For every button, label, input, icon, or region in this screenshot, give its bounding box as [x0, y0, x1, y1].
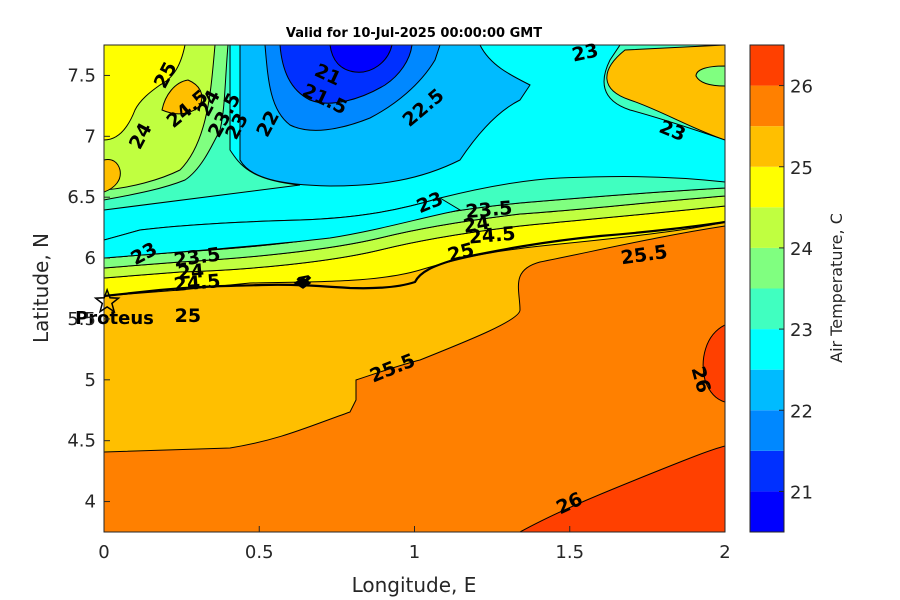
contour-label: 23	[570, 40, 600, 67]
band-24.5-25-nw	[104, 45, 186, 141]
x-tick-label: 0	[98, 542, 109, 563]
colorbar-swatch	[750, 207, 784, 248]
band-23.5-24-e	[695, 65, 725, 87]
y-tick-label: 7	[85, 126, 96, 147]
site-marker: Proteus	[75, 287, 154, 329]
colorbar-frame	[749, 44, 785, 533]
band-25-25.5-nw	[161, 79, 203, 115]
colorbar-swatch	[750, 369, 784, 411]
y-axis: 4 4.5 5 5.5 6 6.5 7 7.5	[67, 65, 110, 513]
y-tick-label: 7.5	[67, 65, 96, 86]
colorbar-tick-label: 23	[790, 320, 813, 341]
y-tick-label: 4	[85, 492, 96, 513]
colorbar-swatch	[750, 491, 784, 532]
coastline	[104, 220, 725, 298]
coastline-island	[293, 277, 312, 289]
colorbar-swatch	[750, 450, 784, 492]
band-25.5-26-south	[104, 225, 725, 532]
x-tick-label: 0.5	[245, 542, 274, 563]
site-label: Proteus	[75, 308, 154, 329]
band-26-26.5-east	[702, 324, 725, 403]
colorbar-tick-label: 22	[790, 401, 813, 422]
band-20.5-21	[329, 45, 393, 73]
band-26-26.5-south	[519, 445, 725, 532]
colorbar-swatch	[750, 126, 784, 167]
colorbar-tick-label: 21	[790, 482, 813, 503]
contour-label: 24	[462, 212, 492, 238]
colorbar-tick-label: 24	[790, 239, 813, 260]
colorbar-swatch	[750, 45, 784, 86]
x-axis: 0 0.5 1 1.5 2	[98, 526, 731, 563]
contour-label: 23.5	[465, 197, 514, 223]
band-25-25.5-w	[104, 159, 121, 193]
colorbar-swatch	[750, 85, 784, 127]
colorbar-swatch	[750, 166, 784, 208]
y-axis-label: Latitude, N	[29, 233, 53, 343]
plot-area	[104, 45, 725, 532]
y-tick-label: 6.5	[67, 187, 96, 208]
y-tick-label: 5	[85, 370, 96, 391]
colorbar-swatch	[750, 247, 784, 289]
contour-label: 24.5	[468, 223, 517, 249]
star-icon	[93, 287, 121, 314]
y-tick-label: 6	[85, 248, 96, 269]
colorbar-swatch	[750, 288, 784, 330]
colorbar-swatch	[750, 329, 784, 370]
x-tick-label: 1	[409, 542, 420, 563]
colorbar-label: Air Temperature, C	[827, 213, 846, 363]
colorbar: 21 22 23 24 25 26	[749, 44, 813, 533]
colorbar-swatch	[750, 410, 784, 451]
colorbar-tick-label: 26	[790, 77, 813, 98]
chart-title: Valid for 10-Jul-2025 00:00:00 GMT	[286, 26, 542, 41]
x-tick-label: 2	[719, 542, 730, 563]
x-axis-label: Longitude, E	[352, 573, 477, 597]
y-tick-label: 4.5	[67, 431, 96, 452]
contour-label: 25	[175, 305, 201, 327]
contour-label: 24.5	[173, 270, 222, 296]
band-22.5-23-west	[104, 197, 462, 259]
x-tick-label: 1.5	[555, 542, 584, 563]
contour-label: 24	[177, 260, 205, 284]
colorbar-tick-label: 25	[790, 158, 813, 179]
y-tick-label: 5.5	[67, 309, 96, 330]
